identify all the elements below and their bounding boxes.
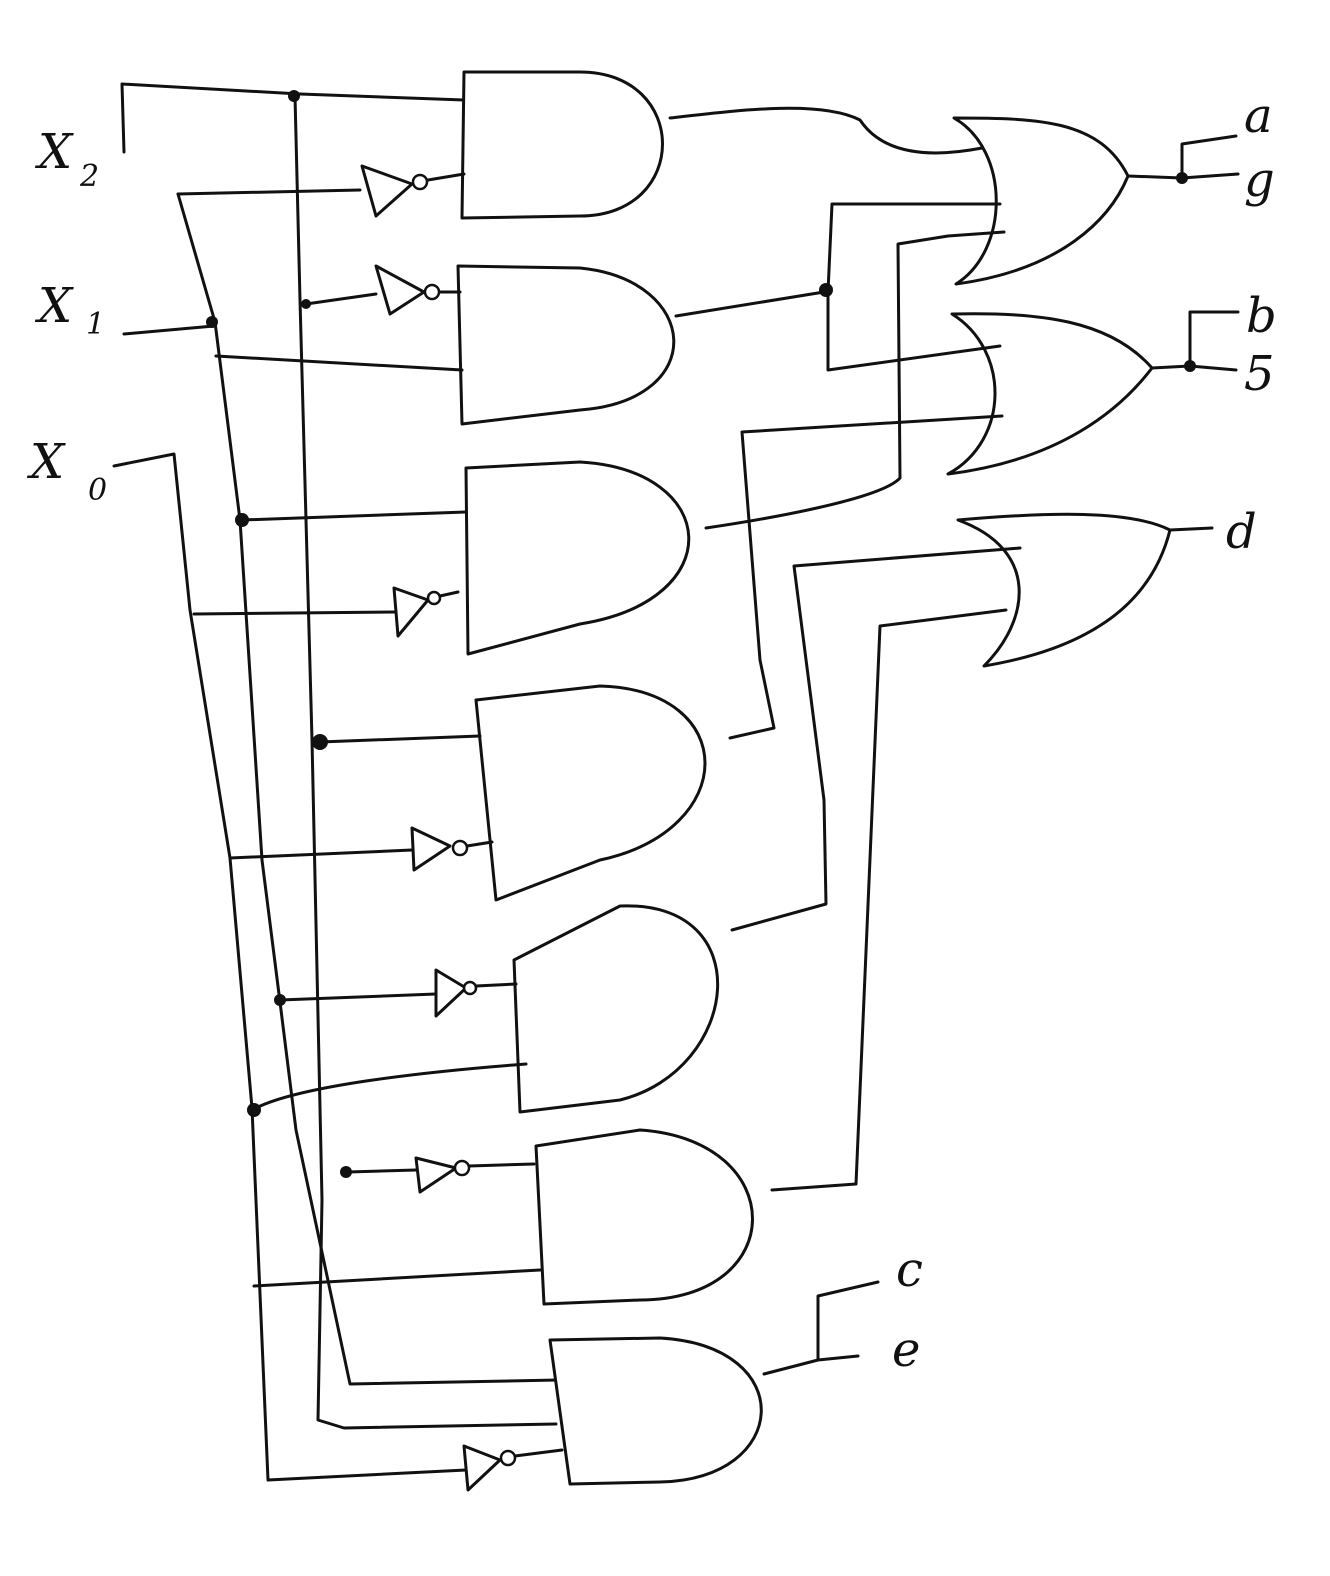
wire-x1-to-gate1-not [176, 188, 362, 196]
wire-and1-out [668, 106, 984, 155]
wire-a-branch [1180, 134, 1238, 180]
input-label-x1: X 1 [34, 278, 105, 342]
wire-and5-out [730, 546, 1022, 932]
wire-x0-to-not4 [228, 848, 414, 860]
wire-x0-to-and5 [254, 1062, 528, 1110]
wire-not4-to-and4 [465, 840, 494, 848]
and-gate-5 [512, 904, 720, 1114]
wire-and7-out [762, 1280, 880, 1376]
wire-and2-out [674, 290, 826, 318]
wire-x0-to-and6 [252, 1268, 542, 1288]
wire-x1-in [122, 324, 216, 336]
wire-x2-vertical [293, 94, 558, 1430]
output-label-g: g [1244, 152, 1275, 208]
junction-or-bs-out [1184, 360, 1196, 372]
not-gate-5 [434, 968, 478, 1018]
not-gate-3 [392, 586, 442, 638]
junction-x2-and4 [312, 734, 328, 750]
input-label-x2: X 2 [34, 124, 99, 194]
and-gate-1 [460, 70, 664, 220]
svg-text:X: X [26, 434, 66, 490]
or-gate-d [956, 512, 1172, 668]
svg-text:1: 1 [86, 307, 105, 342]
wire-not5-to-and5 [474, 982, 518, 988]
wire-x2-to-not2 [304, 292, 378, 306]
wire-x0-to-not3 [192, 610, 398, 616]
junction-x2-not6 [340, 1166, 352, 1178]
wire-not7-to-and7 [513, 1448, 564, 1458]
and-gate-6 [534, 1128, 754, 1306]
junction-x1-not5 [274, 994, 286, 1006]
svg-text:2: 2 [79, 159, 99, 194]
not-gate-2 [374, 264, 441, 316]
output-label-a: a [1244, 88, 1273, 144]
not-gate-6 [414, 1156, 471, 1194]
output-label-s: 5 [1244, 346, 1275, 402]
wire-and2-to-or-ag [826, 202, 1002, 294]
wire-x1-to-and2 [214, 354, 464, 372]
or-gate-ag [952, 116, 1130, 286]
svg-text:X: X [34, 124, 74, 180]
wire-and3-out [704, 230, 1006, 530]
svg-text:X: X [34, 278, 74, 334]
and-gate-3 [464, 460, 691, 656]
not-gate-1 [360, 164, 429, 218]
and-gate-7 [548, 1336, 763, 1486]
not-gate-7 [462, 1444, 517, 1492]
wire-x1-to-not5 [278, 992, 438, 1002]
wire-x2-to-and4 [318, 734, 482, 744]
wire-e-out [816, 1354, 860, 1362]
junction-x2-top [288, 90, 300, 102]
junction-x0-and5 [247, 1103, 261, 1117]
junction-x2-not2 [301, 299, 311, 309]
wire-x2-bracket [120, 82, 466, 154]
wire-b-branch [1188, 310, 1240, 368]
wire-not6-to-and6 [467, 1162, 536, 1168]
junction-x1-and3 [235, 513, 249, 527]
output-label-c: c [896, 1242, 923, 1298]
input-label-x0: X 0 [26, 434, 107, 508]
svg-text:0: 0 [88, 473, 107, 508]
junction-and2-out [819, 283, 833, 297]
wire-and6-out [770, 608, 1008, 1192]
or-gate-bs [946, 312, 1154, 476]
output-label-e: e [892, 1322, 920, 1378]
output-label-b: b [1246, 288, 1277, 344]
and-gate-2 [456, 264, 676, 426]
and-gate-4 [474, 684, 707, 902]
wire-or-d-out [1168, 526, 1214, 532]
junction-or-ag-out [1176, 172, 1188, 184]
not-gate-4 [410, 826, 469, 872]
wire-not1-to-and1 [426, 172, 466, 182]
wire-x2-to-not6 [346, 1168, 418, 1174]
output-label-d: d [1226, 504, 1257, 560]
junction-x1-in [206, 316, 218, 328]
wire-not3-to-and3 [438, 590, 460, 598]
wire-x1-to-and3 [240, 510, 468, 522]
wire-and2-to-or-bs [826, 290, 1002, 372]
wire-and4-out [728, 414, 1004, 740]
